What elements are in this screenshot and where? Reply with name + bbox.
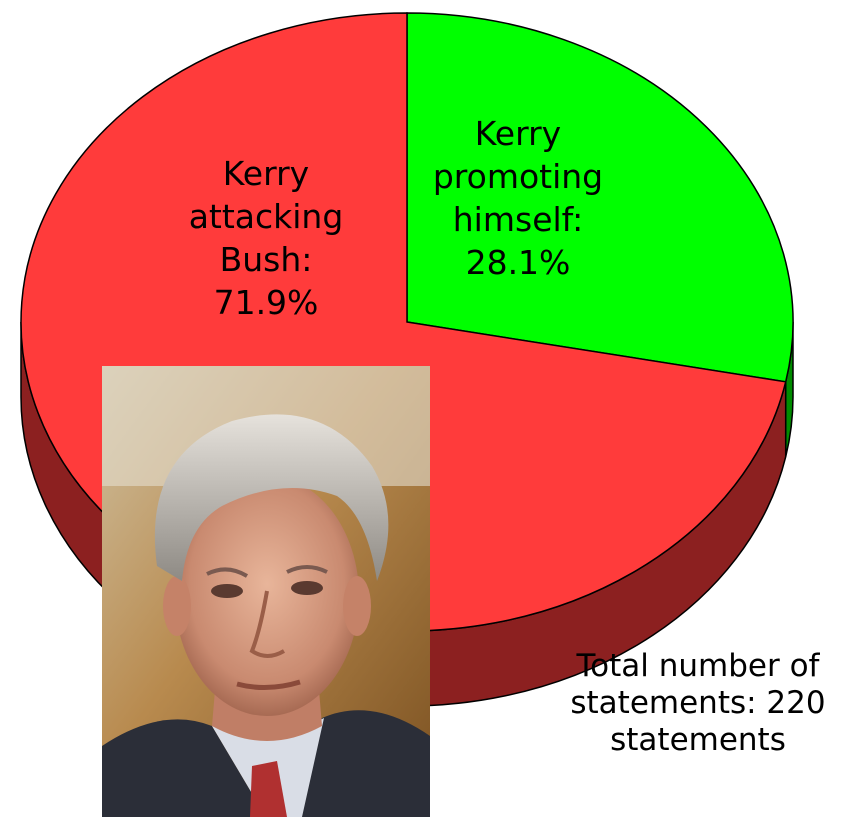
- pie-labels: Kerry attacking Bush: 71.9% Kerry promoting hi…: [189, 114, 603, 322]
- slice-label-line: himself:: [453, 200, 583, 239]
- annotation-line: Total number of: [576, 648, 820, 684]
- annotation-line: statements: 220: [570, 685, 826, 721]
- slice-label-line: Kerry: [223, 154, 309, 193]
- slice-label-promoting: Kerry promoting himself: 28.1%: [433, 114, 603, 282]
- total-statements-annotation: Total number of statements: 220 statemen…: [548, 648, 843, 759]
- slice-label-line: promoting: [433, 157, 603, 196]
- slice-label-line: Kerry: [475, 114, 561, 153]
- slice-label-attacking: Kerry attacking Bush: 71.9%: [189, 154, 344, 322]
- slice-label-line: attacking: [189, 197, 344, 236]
- portrait-photo: [102, 366, 430, 817]
- slice-label-line: 71.9%: [214, 283, 319, 322]
- slice-label-line: Bush:: [220, 240, 313, 279]
- slice-label-line: 28.1%: [466, 243, 571, 282]
- annotation-line: statements: [610, 722, 786, 758]
- pie-slice-promoting: [406, 12, 794, 383]
